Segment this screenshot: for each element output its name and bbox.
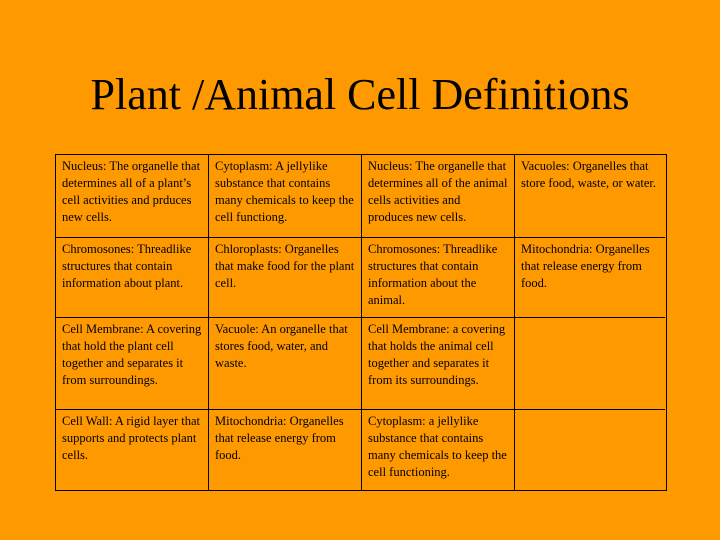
table-cell: Cell Membrane: a covering that holds the… — [362, 318, 515, 410]
table-cell: Vacuoles: Organelles that store food, wa… — [515, 155, 665, 238]
table-cell: Chromosones: Threadlike structures that … — [56, 238, 209, 318]
table-cell: Nucleus: The organelle that determines a… — [362, 155, 515, 238]
table-cell-empty — [515, 318, 665, 410]
table-cell: Cytoplasm: A jellylike substance that co… — [209, 155, 362, 238]
table-cell: Cell Membrane: A covering that hold the … — [56, 318, 209, 410]
table-cell: Cytoplasm: a jellylike substance that co… — [362, 410, 515, 490]
table-cell: Nucleus: The organelle that determines a… — [56, 155, 209, 238]
table-cell: Mitochondria: Organelles that release en… — [209, 410, 362, 490]
table-cell: Chloroplasts: Organelles that make food … — [209, 238, 362, 318]
table-cell: Vacuole: An organelle that stores food, … — [209, 318, 362, 410]
table-cell: Mitochondria: Organelles that release en… — [515, 238, 665, 318]
definitions-table: Nucleus: The organelle that determines a… — [55, 154, 667, 491]
table-cell-empty — [515, 410, 665, 490]
table-cell: Cell Wall: A rigid layer that supports a… — [56, 410, 209, 490]
table-cell: Chromosones: Threadlike structures that … — [362, 238, 515, 318]
slide-title: Plant /Animal Cell Definitions — [90, 70, 630, 119]
